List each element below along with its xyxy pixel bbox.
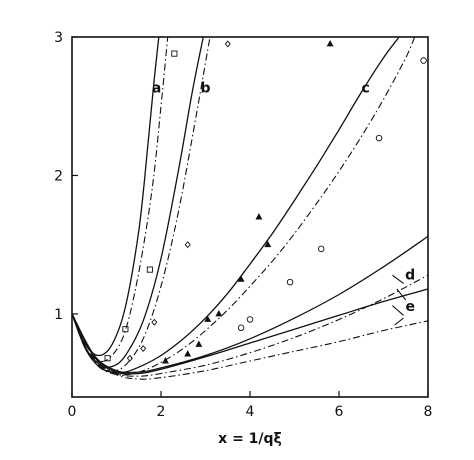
label-leader <box>392 305 404 316</box>
x-tick-label: 2 <box>157 404 166 420</box>
curves-layer <box>71 36 429 380</box>
data-point-triangle <box>161 357 169 364</box>
curve-label-c: c <box>362 80 370 96</box>
curve-e-solid <box>71 288 429 375</box>
label-leader <box>394 317 404 326</box>
curve-c-solid <box>71 36 400 374</box>
data-point-diamond <box>126 354 133 362</box>
data-point-triangle <box>195 340 203 347</box>
data-point-diamond <box>184 241 191 249</box>
data-point-circle <box>420 57 427 64</box>
curve-d-solid <box>71 235 429 374</box>
markers-layer <box>104 39 427 364</box>
data-point-triangle <box>215 309 223 317</box>
data-point-circle <box>375 134 383 142</box>
curve-label-b: b <box>200 80 210 96</box>
y-tick-label: 3 <box>54 30 63 46</box>
curve-e-dashdot <box>71 313 429 380</box>
label-leader <box>392 274 404 284</box>
data-point-circle <box>246 316 254 323</box>
data-point-diamond <box>140 345 147 353</box>
ticks-layer: 0 2 4 6 8 1 2 3 <box>54 30 432 420</box>
data-point-square <box>104 355 111 362</box>
data-point-circle <box>237 324 245 332</box>
curve-c-dashdot <box>71 36 416 376</box>
data-point-diamond <box>224 40 231 48</box>
data-point-square <box>122 326 129 333</box>
label-leaders-layer <box>392 274 407 326</box>
curve-label-e: e <box>405 299 415 315</box>
curve-b-dashdot <box>71 36 211 372</box>
data-point-diamond <box>151 318 158 326</box>
data-point-triangle <box>255 213 263 220</box>
data-point-circle <box>317 245 325 253</box>
x-tick-label: 4 <box>246 404 255 420</box>
data-point-square <box>146 266 153 273</box>
y-tick-label: 1 <box>54 307 63 323</box>
curve-d-dashdot <box>71 274 429 377</box>
curve-label-a: a <box>152 80 161 96</box>
curve-a-solid <box>71 36 160 357</box>
x-tick-label: 6 <box>335 404 344 420</box>
x-tick-label: 0 <box>68 404 77 420</box>
data-point-triangle <box>237 275 245 282</box>
data-point-square <box>171 50 178 57</box>
x-axis-label: x = 1/qξ <box>218 431 282 447</box>
x-tick-label: 8 <box>424 404 433 420</box>
y-tick-label: 2 <box>54 168 63 184</box>
data-point-triangle <box>264 240 272 248</box>
data-point-triangle <box>326 39 334 47</box>
label-leader <box>396 288 407 301</box>
data-point-triangle <box>184 350 192 357</box>
data-point-circle <box>286 278 294 286</box>
curve-labels-layer: a b c de <box>152 80 415 315</box>
curve-b-solid <box>71 36 204 368</box>
data-point-triangle <box>204 315 212 322</box>
curve-label-d: d <box>405 267 415 283</box>
